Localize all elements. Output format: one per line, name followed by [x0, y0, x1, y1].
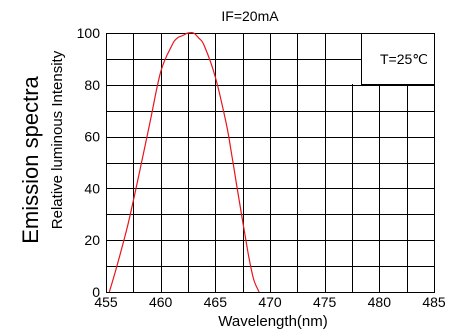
y-tick-label: 100: [77, 25, 101, 41]
x-tick-label: 465: [204, 294, 228, 310]
y-tick-label: 20: [84, 232, 100, 248]
y-tick-label: 0: [92, 284, 100, 300]
x-tick-label: 475: [313, 294, 337, 310]
y-tick-label: 40: [84, 180, 100, 196]
x-tick-label: 460: [149, 294, 173, 310]
axis-labels: 0 20 40 60 80 100 455 460 465 470 475 480 485: [77, 25, 446, 310]
x-tick-label: 470: [258, 294, 282, 310]
temperature-annotation: T=25℃: [380, 51, 428, 67]
plot-border: [106, 33, 435, 293]
grid: [106, 33, 435, 293]
x-axis-label: Wavelength(nm): [218, 313, 327, 330]
spectrum-line: [108, 31, 260, 293]
x-tick-label: 480: [368, 294, 392, 310]
y-axis-outer-label: Emission spectra: [18, 75, 43, 243]
y-axis-label: Relative luminous Intensity: [49, 50, 66, 229]
x-tick-label: 485: [422, 294, 446, 310]
x-tick-label: 455: [94, 294, 118, 310]
chart-title: IF=20mA: [221, 8, 279, 24]
series-layer: [108, 31, 260, 293]
y-tick-label: 60: [84, 129, 100, 145]
y-tick-label: 80: [84, 77, 100, 93]
